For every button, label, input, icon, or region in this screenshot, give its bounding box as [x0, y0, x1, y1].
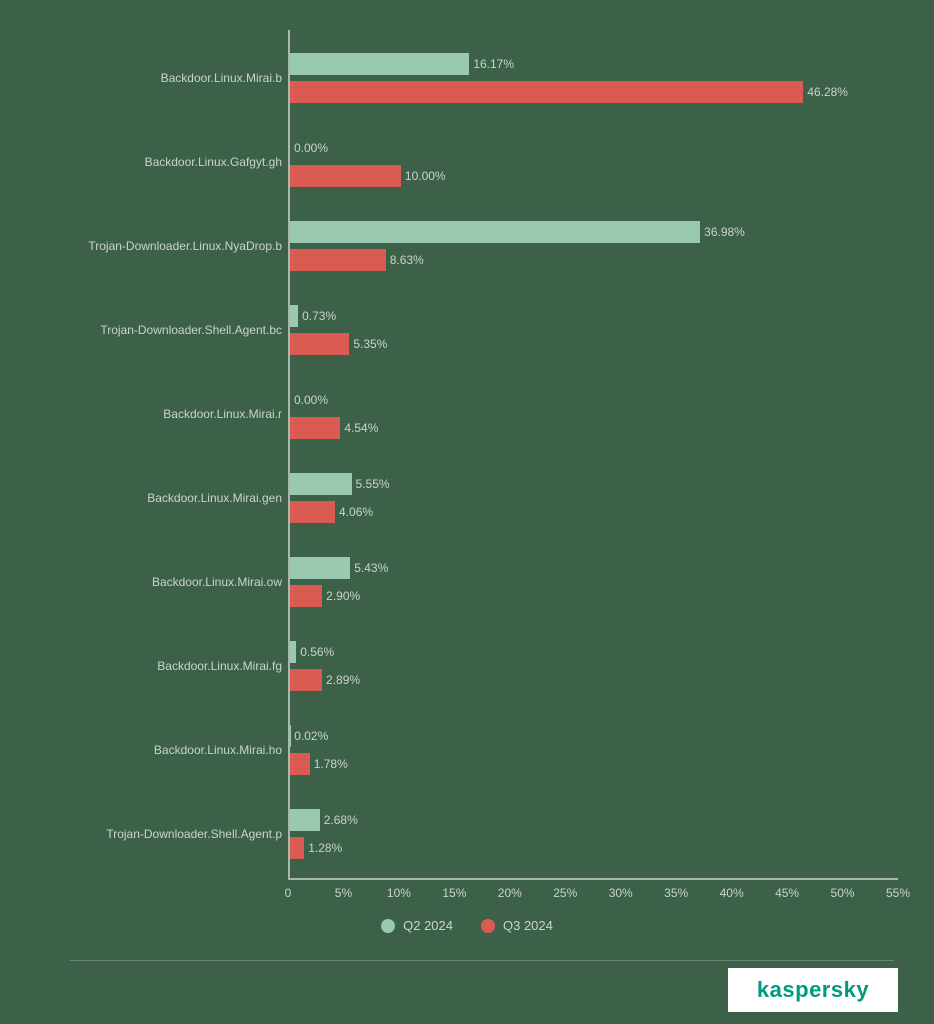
- x-tick-label: 25%: [553, 886, 577, 900]
- value-label-q3: 2.90%: [322, 585, 360, 607]
- bar-q2: [290, 53, 469, 75]
- value-label-q2: 0.00%: [290, 389, 328, 411]
- legend-label-q3: Q3 2024: [503, 918, 553, 933]
- category-label: Backdoor.Linux.Mirai.fg: [157, 659, 282, 673]
- bar-q3: [290, 669, 322, 691]
- x-tick-label: 20%: [498, 886, 522, 900]
- x-tick-label: 0: [285, 886, 292, 900]
- brand-logo-text: kaspersky: [757, 977, 869, 1003]
- bar-q2: [290, 473, 352, 495]
- value-label-q2: 0.73%: [298, 305, 336, 327]
- bar-q3: [290, 81, 803, 103]
- value-label-q2: 5.55%: [352, 473, 390, 495]
- value-label-q2: 0.02%: [290, 725, 328, 747]
- footer-divider: [70, 960, 894, 961]
- category-label: Backdoor.Linux.Mirai.ow: [152, 575, 282, 589]
- bar-q3: [290, 837, 304, 859]
- bar-q2: [290, 221, 700, 243]
- x-tick-label: 45%: [775, 886, 799, 900]
- bar-q3: [290, 417, 340, 439]
- bar-q3: [290, 753, 310, 775]
- value-label-q3: 8.63%: [386, 249, 424, 271]
- x-tick-label: 30%: [609, 886, 633, 900]
- legend: Q2 2024 Q3 2024: [0, 918, 934, 933]
- x-tick-label: 35%: [664, 886, 688, 900]
- x-tick-label: 15%: [442, 886, 466, 900]
- bar-q3: [290, 501, 335, 523]
- bar-q2: [290, 809, 320, 831]
- category-label: Backdoor.Linux.Mirai.ho: [154, 743, 282, 757]
- category-label: Trojan-Downloader.Shell.Agent.p: [106, 827, 282, 841]
- category-label: Backdoor.Linux.Mirai.r: [163, 407, 282, 421]
- bar-q2: [290, 557, 350, 579]
- bar-q3: [290, 585, 322, 607]
- legend-item-q2: Q2 2024: [381, 918, 453, 933]
- bar-q3: [290, 333, 349, 355]
- x-axis: [288, 878, 898, 880]
- value-label-q3: 1.78%: [310, 753, 348, 775]
- x-tick-label: 10%: [387, 886, 411, 900]
- value-label-q2: 0.56%: [296, 641, 334, 663]
- value-label-q2: 5.43%: [350, 557, 388, 579]
- category-label: Backdoor.Linux.Mirai.gen: [147, 491, 282, 505]
- legend-swatch-q3: [481, 919, 495, 933]
- bar-q3: [290, 249, 386, 271]
- x-tick-label: 55%: [886, 886, 910, 900]
- value-label-q2: 0.00%: [290, 137, 328, 159]
- chart-plot-area: 16.17% 46.28% 0.00% 10.00% 36.98% 8.63% 0.73% 5…: [288, 30, 898, 880]
- category-label: Trojan-Downloader.Linux.NyaDrop.b: [88, 239, 282, 253]
- value-label-q3: 10.00%: [401, 165, 446, 187]
- value-label-q3: 2.89%: [322, 669, 360, 691]
- value-label-q2: 2.68%: [320, 809, 358, 831]
- x-tick-label: 5%: [335, 886, 352, 900]
- x-tick-label: 40%: [720, 886, 744, 900]
- value-label-q3: 5.35%: [349, 333, 387, 355]
- value-label-q3: 4.54%: [340, 417, 378, 439]
- value-label-q2: 36.98%: [700, 221, 745, 243]
- legend-item-q3: Q3 2024: [481, 918, 553, 933]
- legend-label-q2: Q2 2024: [403, 918, 453, 933]
- value-label-q3: 1.28%: [304, 837, 342, 859]
- value-label-q3: 4.06%: [335, 501, 373, 523]
- value-label-q2: 16.17%: [469, 53, 514, 75]
- bar-q2: [290, 305, 298, 327]
- category-label: Backdoor.Linux.Gafgyt.gh: [145, 155, 282, 169]
- x-tick-label: 50%: [831, 886, 855, 900]
- legend-swatch-q2: [381, 919, 395, 933]
- brand-logo: kaspersky: [728, 968, 898, 1012]
- category-label: Trojan-Downloader.Shell.Agent.bc: [100, 323, 282, 337]
- value-label-q3: 46.28%: [803, 81, 848, 103]
- category-label: Backdoor.Linux.Mirai.b: [161, 71, 282, 85]
- bar-q3: [290, 165, 401, 187]
